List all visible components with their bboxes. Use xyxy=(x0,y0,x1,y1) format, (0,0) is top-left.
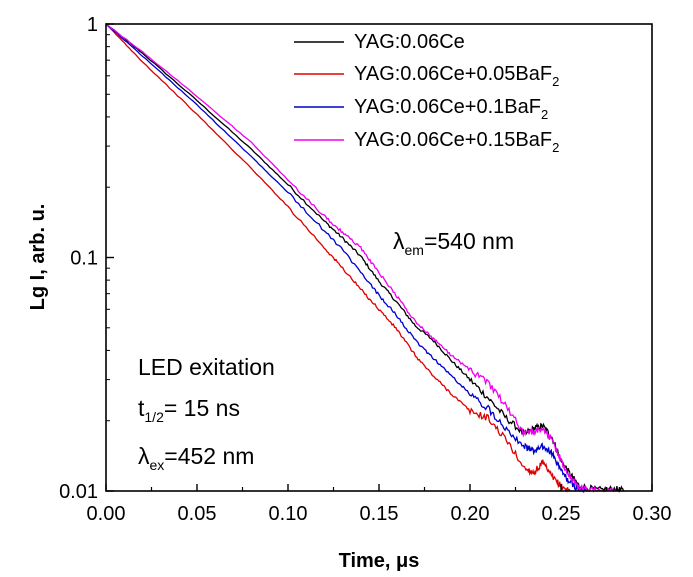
y-tick-label: 0.1 xyxy=(70,248,98,270)
legend-label: YAG:0.06Ce+0.05BaF2 xyxy=(354,63,559,89)
series-curves xyxy=(105,23,625,494)
emission-wavelength-label: λem=540 nm xyxy=(393,228,514,258)
x-tick-label: 0.30 xyxy=(633,503,672,525)
excitation-wavelength-label: λex=452 nm xyxy=(138,443,254,473)
x-axis-title: Time, μs xyxy=(339,550,420,572)
pulse-width-label: t1/2= 15 ns xyxy=(138,395,240,425)
series-line xyxy=(105,23,571,493)
y-axis-title: Lg I, arb. u. xyxy=(27,204,49,311)
x-tick-label: 0.10 xyxy=(269,503,308,525)
legend-label: YAG:0.06Ce+0.1BaF2 xyxy=(354,96,548,122)
series-line xyxy=(105,23,625,493)
y-tick-label: 0.01 xyxy=(59,481,98,503)
x-axis-unit: μs xyxy=(396,550,419,572)
x-tick-label: 0.20 xyxy=(451,503,490,525)
y-tick-label: 1 xyxy=(87,14,98,36)
x-tick-label: 0.05 xyxy=(178,503,217,525)
series-line xyxy=(105,23,616,494)
x-tick-label: 0.00 xyxy=(87,503,126,525)
y-axis: 0.01 0.1 1 xyxy=(59,14,114,503)
series-line xyxy=(105,23,589,494)
legend: YAG:0.06Ce YAG:0.06Ce+0.05BaF2 YAG:0.06Ce+… xyxy=(294,31,559,155)
x-axis: 0.00 0.05 0.10 0.15 0.20 0.25 0.30 xyxy=(87,484,672,525)
excitation-source-label: LED exitation xyxy=(138,354,275,380)
annotations: λem=540 nm LED exitation t1/2= 15 ns λex… xyxy=(138,228,514,473)
x-tick-label: 0.25 xyxy=(542,503,581,525)
x-tick-label: 0.15 xyxy=(360,503,399,525)
legend-label: YAG:0.06Ce xyxy=(354,31,465,53)
legend-label: YAG:0.06Ce+0.15BaF2 xyxy=(354,129,559,155)
